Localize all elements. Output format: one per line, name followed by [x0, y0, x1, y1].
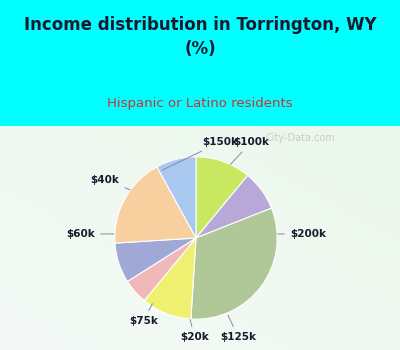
- Text: Hispanic or Latino residents: Hispanic or Latino residents: [107, 97, 293, 110]
- Wedge shape: [115, 238, 196, 281]
- Wedge shape: [196, 157, 248, 238]
- Wedge shape: [128, 238, 196, 301]
- Text: $75k: $75k: [129, 304, 158, 326]
- Text: $125k: $125k: [220, 315, 256, 342]
- Wedge shape: [157, 157, 196, 238]
- Text: City-Data.com: City-Data.com: [265, 133, 335, 143]
- Text: $60k: $60k: [66, 229, 114, 239]
- Wedge shape: [144, 238, 196, 319]
- Text: $150k: $150k: [162, 137, 238, 170]
- Text: $20k: $20k: [180, 320, 209, 342]
- Text: Income distribution in Torrington, WY
(%): Income distribution in Torrington, WY (%…: [24, 16, 376, 57]
- Wedge shape: [191, 208, 277, 319]
- Wedge shape: [196, 175, 272, 238]
- Wedge shape: [115, 167, 196, 243]
- Text: $100k: $100k: [230, 137, 269, 164]
- Text: $40k: $40k: [91, 175, 130, 190]
- Text: $200k: $200k: [278, 229, 326, 239]
